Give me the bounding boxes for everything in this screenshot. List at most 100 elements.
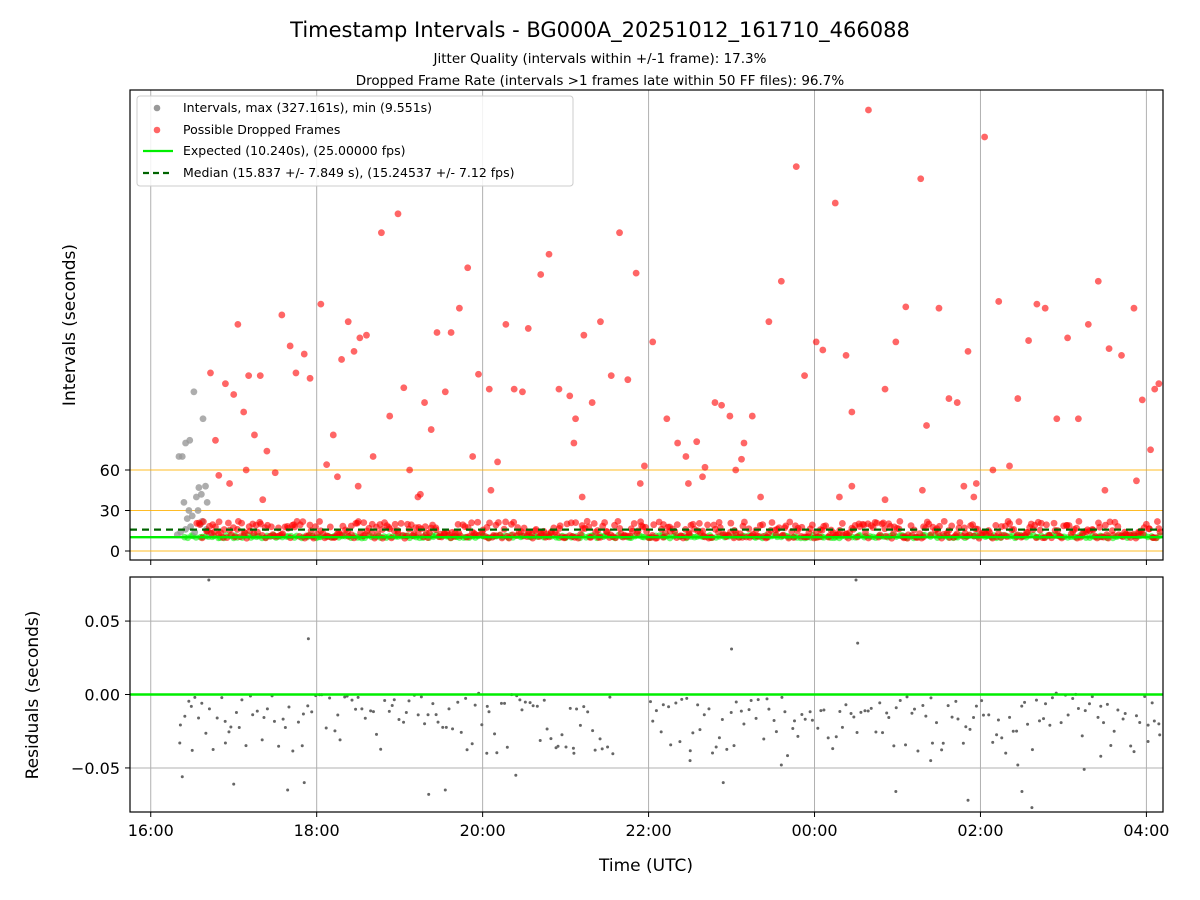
residual-point — [1152, 719, 1156, 723]
dropped-frame-point — [226, 480, 233, 487]
dropped-frame-point — [636, 480, 644, 487]
residual-point — [834, 735, 838, 739]
residual-point — [240, 698, 244, 702]
residual-point — [725, 747, 729, 751]
dropped-frame-point — [510, 385, 518, 393]
residual-point — [531, 704, 535, 708]
legend-intervals-label: Intervals, max (327.161s), min (9.551s) — [183, 100, 432, 115]
residual-point — [742, 722, 746, 726]
residual-point — [921, 703, 925, 707]
residual-point — [593, 748, 597, 752]
dropped-frame-point — [848, 482, 856, 490]
residual-point — [1158, 733, 1162, 737]
dropped-frame-point — [1133, 477, 1140, 485]
intervals-y-tick-label: 30 — [100, 502, 120, 521]
residual-point — [1016, 763, 1020, 767]
dropped-frame-point — [765, 318, 773, 326]
legend-dropped-marker — [153, 126, 161, 134]
interval-point — [186, 436, 194, 444]
residual-point — [582, 705, 586, 709]
residual-point — [995, 733, 999, 737]
residual-point — [721, 781, 725, 785]
dropped-frame-point — [199, 518, 207, 526]
residual-point — [1020, 704, 1024, 708]
dropped-frame-point — [234, 526, 241, 533]
residual-point — [849, 712, 853, 716]
residual-point — [535, 704, 539, 708]
dropped-frame-point — [306, 521, 314, 529]
residual-point — [600, 747, 604, 751]
residual-point — [774, 730, 778, 734]
residual-point — [1004, 751, 1008, 755]
dropped-frame-point — [279, 530, 287, 538]
residual-point — [354, 707, 358, 711]
residual-point — [178, 723, 182, 727]
residual-point — [669, 743, 673, 747]
residual-point — [1099, 704, 1103, 708]
dropped-frame-point — [970, 493, 978, 501]
legend-median-label: Median (15.837 +/- 7.849 s), (15.24537 +… — [183, 165, 514, 180]
dropped-frame-point — [718, 401, 725, 409]
residual-point — [302, 781, 306, 785]
residual-point — [688, 749, 692, 753]
dropped-frame-point — [1130, 304, 1138, 312]
residual-point — [499, 701, 503, 705]
dropped-frame-point — [614, 517, 622, 525]
dropped-frame-point — [801, 372, 808, 380]
residual-point — [885, 711, 889, 715]
dropped-frame-point — [740, 518, 748, 526]
dropped-frame-point — [271, 469, 279, 477]
dropped-frame-point — [441, 388, 449, 396]
interval-point — [199, 415, 207, 423]
dropped-frame-point — [485, 385, 493, 393]
residual-point — [608, 695, 612, 699]
residual-point — [678, 740, 682, 744]
residual-point — [1000, 736, 1004, 740]
dropped-frame-point — [391, 520, 399, 528]
residual-point — [780, 695, 784, 699]
dropped-frame-point — [890, 530, 897, 537]
dropped-frame-point — [726, 412, 734, 420]
interval-point — [187, 523, 194, 531]
residual-point — [178, 741, 182, 745]
dropped-frame-point — [421, 523, 429, 531]
legend-dropped-label: Possible Dropped Frames — [183, 122, 340, 137]
intervals-plot-area — [130, 106, 1163, 552]
residual-point — [905, 695, 909, 699]
residual-point — [1090, 695, 1094, 699]
residuals-y-tick-label: 0.00 — [84, 686, 120, 705]
x-axis-label: Time (UTC) — [598, 856, 693, 876]
dropped-frame-point — [701, 463, 709, 471]
residual-point — [711, 751, 715, 755]
residual-point — [444, 725, 448, 729]
residual-point — [234, 711, 238, 715]
residual-point — [251, 713, 255, 717]
dropped-frame-point — [240, 408, 248, 416]
residual-point — [220, 696, 224, 700]
residual-point — [324, 726, 328, 730]
dropped-frame-point — [447, 329, 455, 336]
residuals-y-ticks: 0.05 0.00 −0.05 — [71, 612, 130, 778]
residual-point — [283, 725, 287, 729]
dropped-frame-point — [945, 395, 953, 402]
residual-point — [749, 698, 753, 702]
residual-point — [826, 736, 830, 740]
dropped-frame-point — [972, 480, 980, 487]
dropped-frame-point — [292, 369, 300, 377]
dropped-frame-point — [808, 521, 816, 529]
residual-point — [696, 703, 700, 707]
intervals-x-ticks — [150, 560, 1147, 565]
dropped-frame-point — [212, 436, 219, 444]
dropped-frame-point — [948, 522, 956, 530]
dropped-frame-point — [1156, 528, 1163, 536]
dropped-frame-point — [1105, 345, 1113, 353]
dropped-frame-point — [502, 320, 510, 328]
dropped-frame-point — [607, 372, 615, 380]
residual-point — [747, 708, 751, 712]
dropped-frame-point — [748, 412, 756, 420]
dropped-frame-point — [1024, 529, 1031, 537]
residual-point — [1042, 717, 1046, 721]
dropped-frame-point — [902, 303, 910, 311]
residual-point — [1034, 698, 1038, 702]
residual-point — [786, 754, 790, 758]
